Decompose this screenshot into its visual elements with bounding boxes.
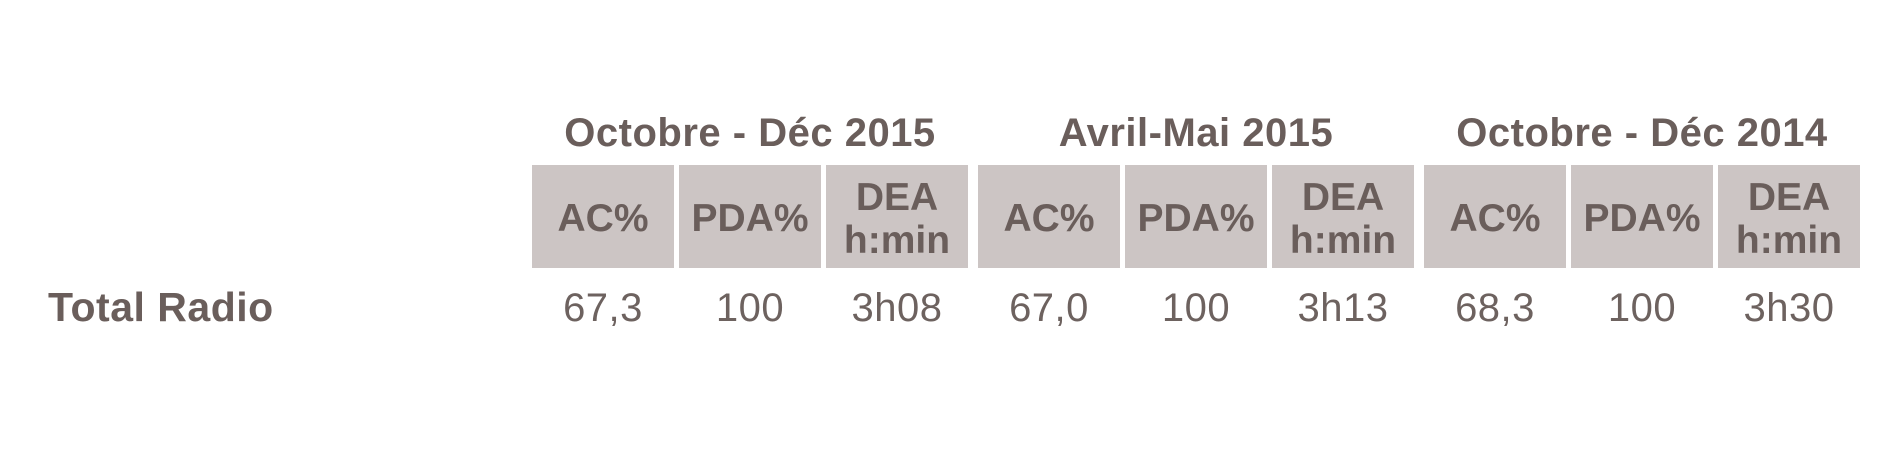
period-header-oct-dec-2014: Octobre - Déc 2014 [1456, 111, 1828, 155]
values-group-3: 68,3 100 3h30 [1424, 268, 1860, 352]
value-ac-oct-dec-2014: 68,3 [1455, 286, 1535, 330]
value-dea-avril-mai-2015: 3h13 [1297, 286, 1389, 330]
value-pda-avril-mai-2015: 100 [1161, 286, 1231, 330]
values-group-1: 67,3 100 3h08 [532, 268, 968, 352]
value-pda-oct-dec-2014: 100 [1607, 286, 1677, 330]
column-header-ac: AC% [978, 165, 1120, 268]
column-header-pda: PDA% [1571, 165, 1713, 268]
column-header-ac: AC% [1424, 165, 1566, 268]
value-dea-oct-dec-2014: 3h30 [1743, 286, 1835, 330]
column-headers-group-3: AC% PDA% DEA h:min [1424, 165, 1860, 268]
period-header-avril-mai-2015: Avril-Mai 2015 [1058, 111, 1334, 155]
column-header-dea: DEA h:min [826, 165, 968, 268]
row-label-total-radio: Total Radio [48, 284, 274, 330]
column-headers-group-2: AC% PDA% DEA h:min [978, 165, 1414, 268]
column-headers-group-1: AC% PDA% DEA h:min [532, 165, 968, 268]
column-header-pda: PDA% [1125, 165, 1267, 268]
column-header-dea: DEA h:min [1272, 165, 1414, 268]
column-header-ac: AC% [532, 165, 674, 268]
value-ac-oct-dec-2015: 67,3 [563, 286, 643, 330]
column-header-dea: DEA h:min [1718, 165, 1860, 268]
value-pda-oct-dec-2015: 100 [715, 286, 785, 330]
value-ac-avril-mai-2015: 67,0 [1009, 286, 1089, 330]
audience-table: Octobre - Déc 2015 Avril-Mai 2015 Octobr… [0, 95, 1860, 352]
value-dea-oct-dec-2015: 3h08 [851, 286, 943, 330]
period-header-oct-dec-2015: Octobre - Déc 2015 [564, 111, 936, 155]
column-header-pda: PDA% [679, 165, 821, 268]
values-group-2: 67,0 100 3h13 [978, 268, 1414, 352]
